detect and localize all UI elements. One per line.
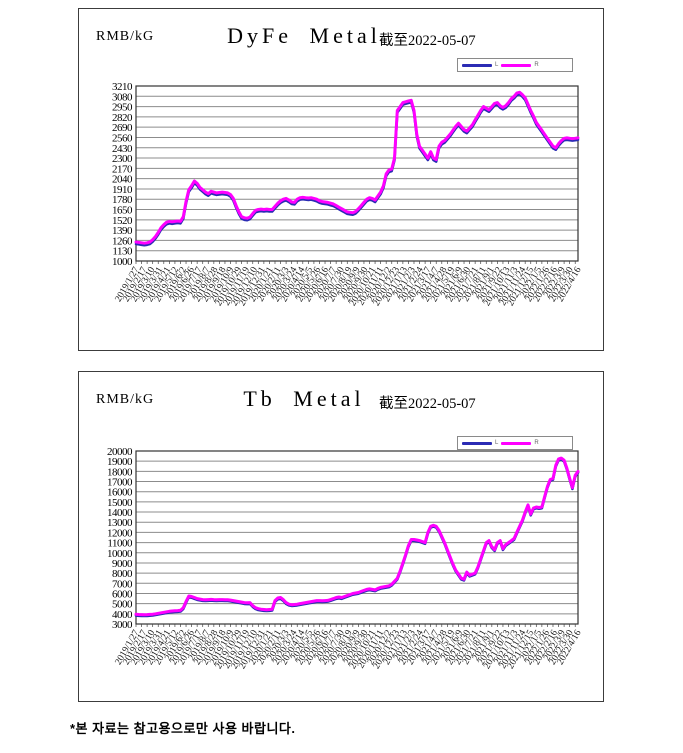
svg-text:1650: 1650 bbox=[112, 205, 133, 217]
svg-text:2300: 2300 bbox=[112, 153, 133, 165]
svg-text:15000: 15000 bbox=[107, 497, 133, 509]
svg-text:10000: 10000 bbox=[107, 548, 133, 560]
svg-text:2040: 2040 bbox=[112, 174, 133, 186]
legend-line-L bbox=[462, 63, 492, 67]
svg-text:1520: 1520 bbox=[112, 215, 133, 227]
chart-title: DyFe Metal bbox=[227, 23, 381, 48]
svg-text:13000: 13000 bbox=[107, 517, 133, 529]
as-of-date: 截至2022-05-07 bbox=[379, 33, 476, 49]
svg-text:3080: 3080 bbox=[112, 91, 133, 103]
dyfe-line-chart: 3210308029502820269025602430230021702040… bbox=[112, 81, 584, 308]
svg-text:20000: 20000 bbox=[107, 446, 133, 458]
svg-text:2950: 2950 bbox=[112, 102, 133, 114]
legend-label-R: R bbox=[534, 440, 539, 446]
svg-text:2690: 2690 bbox=[112, 122, 133, 134]
svg-text:1260: 1260 bbox=[112, 235, 133, 247]
svg-text:5000: 5000 bbox=[112, 599, 133, 611]
svg-text:17000: 17000 bbox=[107, 477, 133, 489]
legend-label-R: R bbox=[534, 62, 539, 68]
legend-label-L: L bbox=[495, 440, 499, 446]
svg-text:1780: 1780 bbox=[112, 194, 133, 206]
legend-label-L: L bbox=[495, 62, 499, 68]
unit-label: RMB/kG bbox=[96, 29, 155, 44]
svg-text:7000: 7000 bbox=[112, 578, 133, 590]
svg-text:18000: 18000 bbox=[107, 466, 133, 478]
svg-text:19000: 19000 bbox=[107, 456, 133, 468]
footer-note: *본 자료는 참고용으로만 사용 바랍니다. bbox=[70, 721, 296, 736]
svg-text:2430: 2430 bbox=[112, 143, 133, 155]
svg-text:2170: 2170 bbox=[112, 163, 133, 175]
svg-text:1130: 1130 bbox=[112, 246, 133, 258]
svg-text:3000: 3000 bbox=[112, 619, 133, 631]
svg-text:6000: 6000 bbox=[112, 588, 133, 600]
as-of-date: 截至2022-05-07 bbox=[379, 396, 476, 412]
tb-line-chart: 2000019000180001700016000150001400013000… bbox=[107, 446, 584, 671]
svg-text:9000: 9000 bbox=[112, 558, 133, 570]
svg-text:1910: 1910 bbox=[112, 184, 133, 196]
svg-text:3210: 3210 bbox=[112, 81, 133, 93]
svg-text:1000: 1000 bbox=[112, 256, 133, 268]
legend-line-L bbox=[462, 441, 492, 445]
svg-text:2560: 2560 bbox=[112, 132, 133, 144]
svg-text:14000: 14000 bbox=[107, 507, 133, 519]
legend-line-R bbox=[501, 441, 532, 445]
unit-label: RMB/kG bbox=[96, 392, 155, 407]
svg-text:8000: 8000 bbox=[112, 568, 133, 580]
svg-text:12000: 12000 bbox=[107, 527, 133, 539]
legend-line-R bbox=[501, 63, 532, 67]
svg-text:2820: 2820 bbox=[112, 112, 133, 124]
svg-text:11000: 11000 bbox=[107, 538, 133, 550]
svg-text:16000: 16000 bbox=[107, 487, 133, 499]
svg-text:1390: 1390 bbox=[112, 225, 133, 237]
chart-title: Tb Metal bbox=[243, 386, 365, 411]
svg-text:4000: 4000 bbox=[112, 609, 133, 621]
